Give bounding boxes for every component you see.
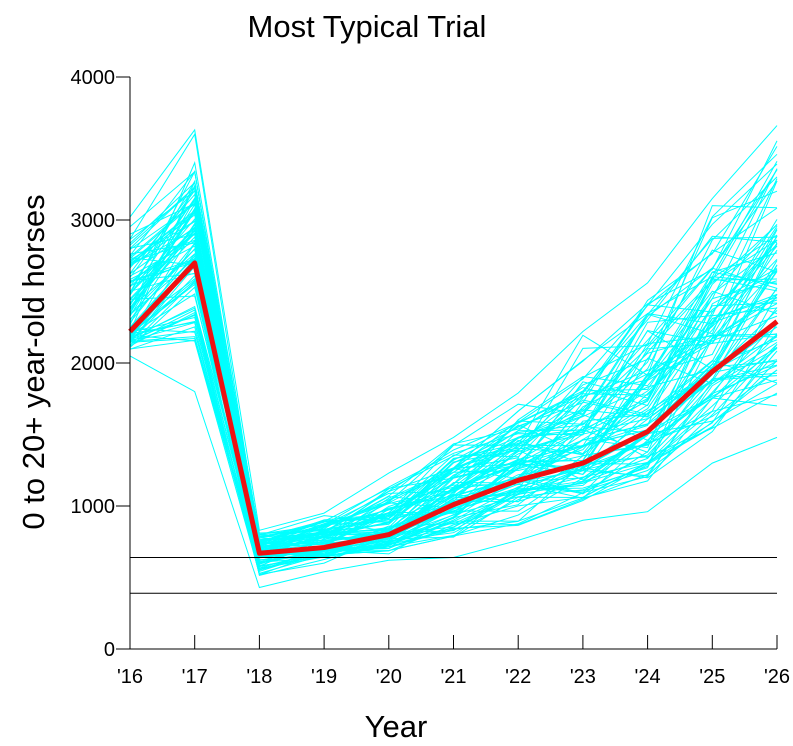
x-tick-label: '24 [635, 666, 661, 688]
x-tick-label: '19 [311, 666, 337, 688]
axes: 0 1000 2000 3000 4000 '16 '17 '18 '19 '20 '21 '22 '2… [71, 67, 791, 688]
trial-line [129, 337, 778, 570]
trial-line [129, 202, 778, 546]
y-axis-label: 0 to 20+ year-old horses [16, 194, 51, 529]
trial-line [129, 280, 778, 573]
chart-title: Most Typical Trial [248, 9, 487, 44]
x-axis-label: Year [365, 709, 428, 744]
trial-line [129, 323, 778, 575]
trial-line [129, 190, 778, 549]
trial-line [129, 176, 778, 544]
x-tick-label: '21 [440, 666, 466, 688]
x-tick-label: '16 [117, 666, 143, 688]
reference-lines [130, 556, 777, 594]
x-tick-label: '17 [182, 666, 208, 688]
x-tick-label: '26 [764, 666, 790, 688]
trial-line [129, 313, 778, 571]
y-tick-label: 1000 [71, 496, 116, 518]
trial-line [129, 232, 778, 545]
y-tick-label: 0 [104, 639, 115, 661]
x-tick-label: '25 [699, 666, 725, 688]
x-tick-label: '20 [376, 666, 402, 688]
trial-line [129, 170, 778, 551]
y-tick-label: 2000 [71, 353, 116, 375]
x-tick-label: '22 [505, 666, 531, 688]
trial-lines [129, 125, 778, 589]
trial-envelope-max [129, 125, 778, 531]
trial-line [129, 296, 778, 551]
y-tick-label: 4000 [71, 67, 116, 89]
highlight-series-line [128, 260, 779, 556]
most-typical-trial-line [128, 260, 779, 556]
trial-line [129, 132, 778, 545]
trial-line [129, 336, 778, 563]
x-tick-label: '18 [246, 666, 272, 688]
trial-line [129, 330, 778, 570]
trial-line [129, 179, 778, 538]
y-tick-label: 3000 [71, 210, 116, 232]
x-tick-label: '23 [570, 666, 596, 688]
